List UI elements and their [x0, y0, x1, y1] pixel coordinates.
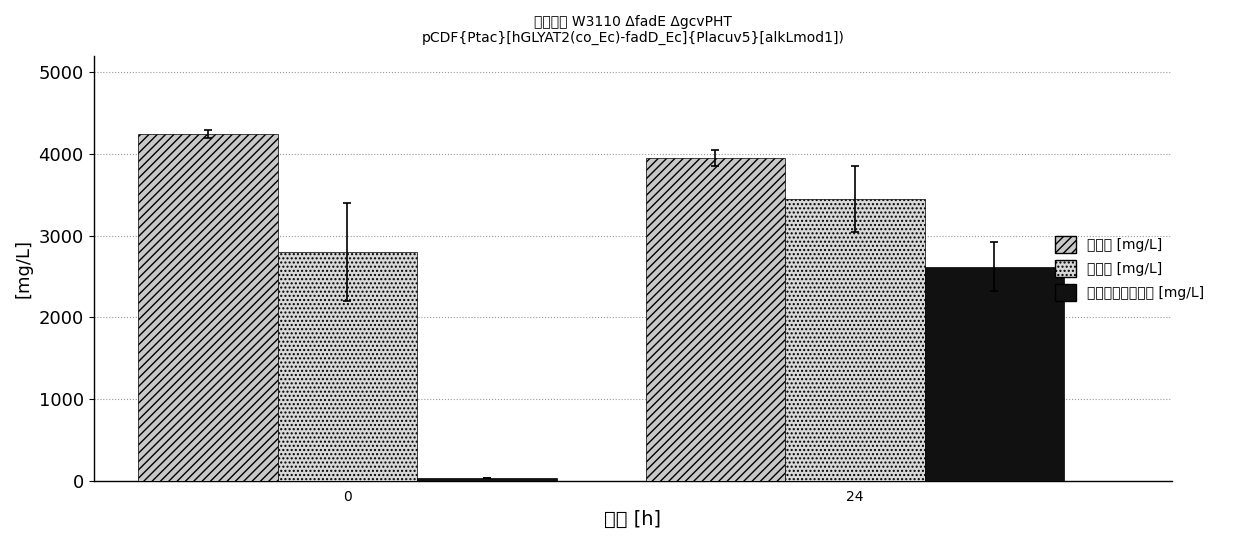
Bar: [786, 199, 924, 481]
Bar: [138, 134, 278, 481]
X-axis label: 时间 [h]: 时间 [h]: [605, 510, 662, 529]
Bar: [278, 252, 418, 481]
Bar: [924, 267, 1064, 481]
Title: 大肠杆菌 W3110 ΔfadE ΔgcvPHT
pCDF{Ptac}[hGLYAT2(co_Ec)-fadD_Ec]{Placuv5}[alkLmod1]): 大肠杆菌 W3110 ΔfadE ΔgcvPHT pCDF{Ptac}[hGLY…: [421, 15, 844, 45]
Bar: [646, 158, 786, 481]
Y-axis label: [mg/L]: [mg/L]: [15, 239, 33, 298]
Bar: [418, 478, 556, 481]
Legend: 甘氨酸 [mg/L], 月桂酸 [mg/L], 月桂酰基甸氨酸盐 [mg/L]: 甘氨酸 [mg/L], 月桂酸 [mg/L], 月桂酰基甸氨酸盐 [mg/L]: [1049, 231, 1209, 306]
